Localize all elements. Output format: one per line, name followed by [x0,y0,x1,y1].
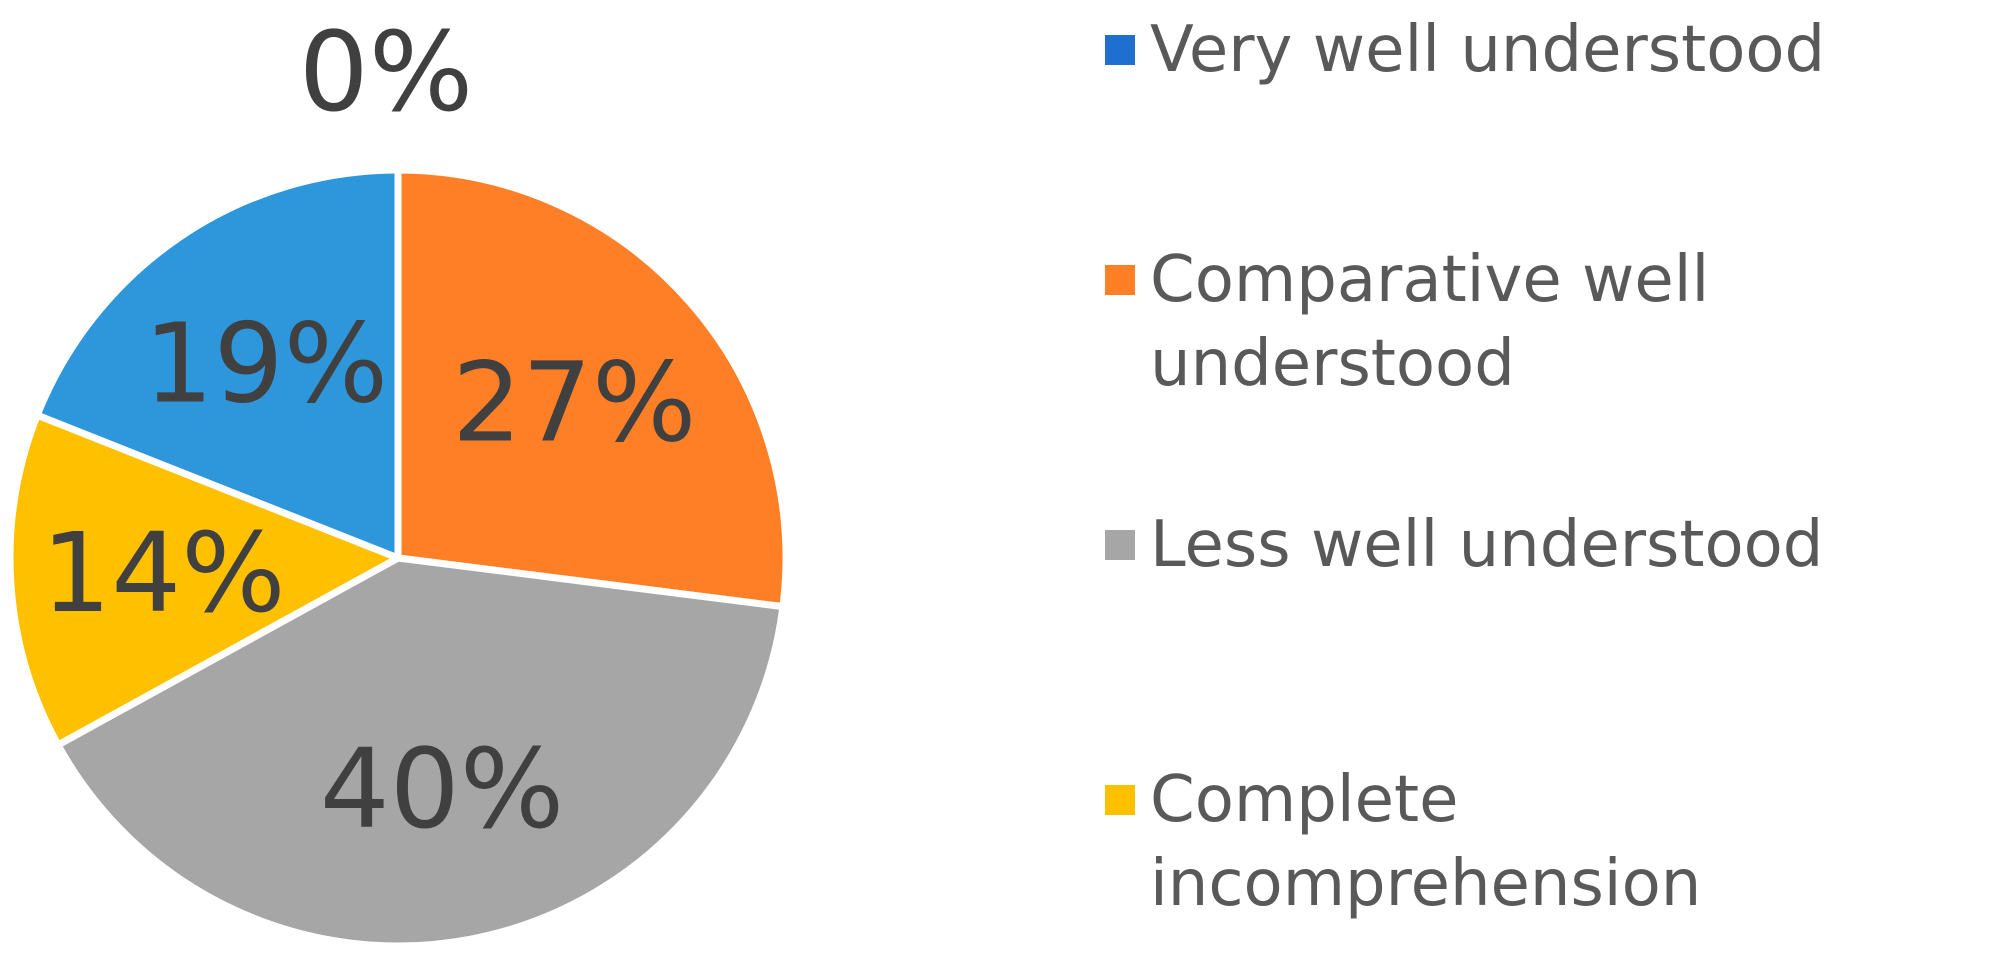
pie-slice-comparative-well-understood [394,166,790,611]
legend-label: understood [1150,327,1515,401]
legend-label: Very well understood [1150,13,1825,87]
legend-label: Less well understood [1150,508,1823,582]
legend-swatch [1105,265,1135,295]
legend-item-comparative-well-understood: Comparative well understood [1105,243,1709,401]
legend-swatch [1105,785,1135,815]
legend-item-complete-incomprehension: Complete incomprehension [1105,763,1701,921]
pie-slice-slice-4 [33,166,402,562]
legend-item-very-well-understood: Very well understood [1105,13,1825,87]
legend-swatch [1105,35,1135,65]
pie-data-labels: 0% 27% 40% 14% 19% [41,8,696,853]
pie-slice-less-well-understood [54,554,787,950]
data-label-comparative-well-understood: 27% [452,339,697,467]
legend: Very well understood Comparative well unde… [1105,13,1825,921]
legend-label: Complete [1150,763,1458,837]
data-label-less-well-understood: 40% [320,725,565,853]
legend-swatch [1105,530,1135,560]
data-label-slice-4: 19% [144,300,389,428]
pie-slice-complete-incomprehension [6,411,402,749]
legend-label: incomprehension [1150,847,1701,921]
legend-label: Comparative well [1150,243,1709,317]
data-label-complete-incomprehension: 14% [41,509,286,637]
legend-item-less-well-understood: Less well understood [1105,508,1823,582]
data-label-very-well-understood: 0% [299,8,474,136]
pie-slices [6,166,790,950]
